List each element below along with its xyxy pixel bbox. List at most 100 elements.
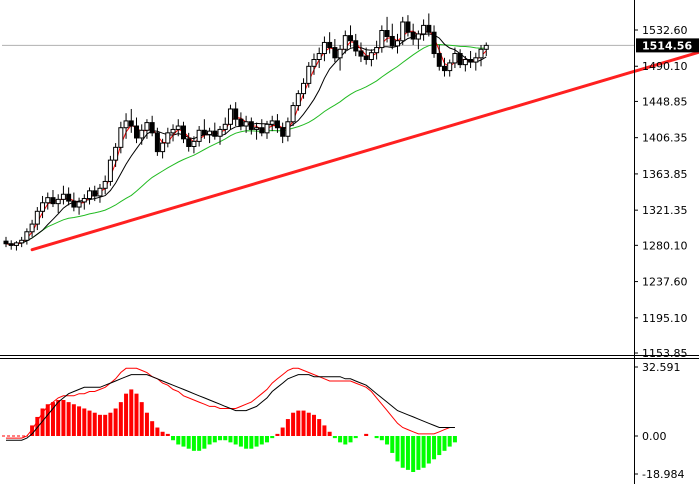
histogram-bar [228, 436, 233, 443]
candle-body [128, 120, 134, 127]
candle-body [50, 197, 56, 205]
histogram-bar [280, 427, 285, 436]
macd-pane [2, 367, 457, 472]
histogram-bar [405, 436, 410, 470]
histogram-bar [139, 402, 144, 436]
histogram-bar [165, 433, 170, 436]
macd-line [6, 374, 455, 441]
candle-body [259, 127, 265, 134]
candle-body [29, 223, 35, 233]
candle-body [40, 202, 46, 212]
histogram-bar [181, 436, 186, 447]
histogram-bar [259, 436, 264, 445]
candle-body [92, 190, 98, 197]
histogram-bar [66, 402, 71, 436]
price-tick-label: 1237.60 [642, 276, 688, 289]
histogram-bar [144, 412, 149, 436]
price-tick-label: 1195.10 [642, 312, 688, 325]
histogram-bar [332, 436, 337, 439]
candle-body [134, 125, 139, 139]
histogram-bar [390, 436, 395, 453]
histogram-bar [311, 414, 316, 436]
candle-body [222, 123, 228, 130]
candle-body [217, 128, 223, 137]
candle-body [102, 180, 108, 189]
candle-body [311, 59, 317, 67]
histogram-bar [353, 436, 358, 439]
histogram-bar [50, 402, 55, 436]
histogram-bar [400, 436, 405, 468]
histogram-bar [118, 402, 123, 436]
histogram-bar [254, 436, 259, 447]
candle-body [468, 59, 474, 63]
candle-body [274, 120, 280, 129]
histogram-bar [124, 393, 129, 436]
candle-body [71, 200, 77, 208]
candle-body [107, 159, 113, 182]
price-tick-label: 1448.85 [642, 95, 688, 108]
histogram-bar [374, 436, 379, 439]
price-tick-label: 1280.10 [642, 239, 688, 252]
price-tick-label: 1532.60 [642, 24, 688, 37]
candle-body [395, 40, 400, 47]
candle-body [462, 59, 468, 66]
candle-body [87, 190, 93, 200]
candle-body [118, 127, 124, 148]
histogram-bar [71, 404, 76, 436]
candle-body [34, 210, 40, 225]
candle-body [389, 35, 395, 47]
current-price-label: 1514.56 [642, 39, 692, 52]
candle-body [3, 240, 9, 245]
histogram-bar [191, 436, 196, 451]
histogram-bar [56, 400, 61, 436]
histogram-bar [197, 436, 202, 451]
candle-body [144, 122, 150, 131]
histogram-bar [249, 436, 254, 449]
histogram-bar [171, 436, 176, 441]
candle-body [436, 53, 442, 67]
price-tick-label: 1406.35 [642, 132, 688, 145]
candle-body [238, 118, 244, 127]
histogram-bar [77, 406, 82, 436]
candle-body [457, 53, 463, 66]
histogram-bar [61, 400, 66, 436]
candle-body [180, 125, 186, 140]
histogram-bar [244, 436, 249, 449]
candle-body [139, 129, 145, 139]
histogram-bar [30, 425, 35, 436]
histogram-bar [275, 433, 280, 436]
candle-body [353, 40, 359, 52]
histogram-bar [437, 436, 442, 456]
candle-body [368, 52, 374, 61]
histogram-bar [322, 425, 327, 436]
histogram-bar [338, 436, 343, 443]
candle-body [76, 201, 82, 208]
price-tick-label: 1490.10 [642, 60, 688, 73]
histogram-bar [306, 412, 311, 436]
histogram-bar [233, 436, 238, 445]
histogram-bar [40, 408, 45, 436]
histogram-bar [432, 436, 437, 460]
candle-body [154, 132, 160, 153]
candle-body [431, 31, 437, 55]
candle-body [447, 62, 453, 72]
histogram-bar [301, 410, 306, 436]
candle-body [321, 41, 327, 55]
candle-body [384, 30, 390, 37]
candle-body [348, 35, 354, 42]
candle-body [165, 132, 171, 144]
candle-body [285, 121, 291, 137]
trendline [30, 50, 699, 252]
histogram-bar [285, 419, 290, 436]
histogram-bar [411, 436, 416, 472]
candle-body [212, 130, 218, 137]
candle-body [264, 123, 270, 134]
histogram-bar [416, 436, 421, 470]
candle-body [113, 146, 119, 161]
candle-body [426, 24, 432, 33]
candle-body [55, 198, 61, 205]
